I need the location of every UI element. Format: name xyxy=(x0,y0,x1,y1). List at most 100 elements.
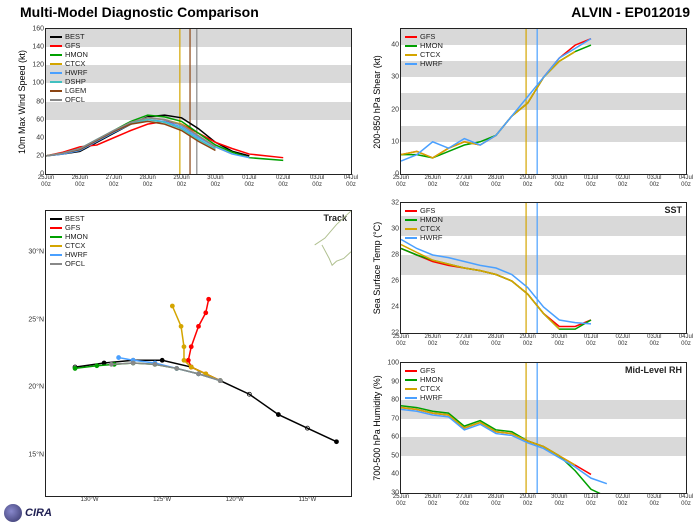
axis-x-tick: 03Jul00z xyxy=(647,334,661,347)
axis-x-tick: 27Jun00z xyxy=(456,494,472,507)
axis-y-tick: 25°N xyxy=(28,316,46,323)
axis-x-tick: 25Jun00z xyxy=(38,175,54,188)
axis-y-tick: 50 xyxy=(391,452,401,459)
panel-shear-ylabel: 200-850 hPa Shear (kt) xyxy=(372,55,382,149)
series-dshp xyxy=(46,120,215,156)
axis-x-tick: 25Jun00z xyxy=(393,334,409,347)
axis-y-tick: 15°N xyxy=(28,452,46,459)
legend: GFSHMONCTCXHWRF xyxy=(405,206,443,242)
axis-x-tick: 04Jul00z xyxy=(679,334,693,347)
axis-y-tick: 140 xyxy=(32,44,46,51)
series-ctcx xyxy=(46,118,232,156)
axis-x-tick: 30Jun00z xyxy=(551,494,567,507)
axis-x-tick: 28Jun00z xyxy=(488,175,504,188)
axis-x-tick: 125°W xyxy=(153,497,171,504)
panel-rh-title: Mid-Level RH xyxy=(625,365,682,375)
axis-x-tick: 29Jun00z xyxy=(519,494,535,507)
axis-y-tick: 40 xyxy=(36,134,46,141)
axis-y-tick: 100 xyxy=(387,360,401,367)
track-hwrf xyxy=(119,358,221,381)
axis-x-tick: 01Jul00z xyxy=(242,175,256,188)
axis-y-tick: 80 xyxy=(391,397,401,404)
series-lgem xyxy=(46,121,215,155)
axis-x-tick: 02Jul00z xyxy=(615,334,629,347)
axis-x-tick: 120°W xyxy=(226,497,244,504)
axis-x-tick: 01Jul00z xyxy=(584,494,598,507)
storm-id: ALVIN - EP012019 xyxy=(571,4,690,20)
axis-x-tick: 28Jun00z xyxy=(139,175,155,188)
axis-x-tick: 28Jun00z xyxy=(488,494,504,507)
axis-x-tick: 130°W xyxy=(81,497,99,504)
axis-y-tick: 80 xyxy=(36,98,46,105)
axis-y-tick: 20 xyxy=(391,106,401,113)
axis-x-tick: 02Jul00z xyxy=(276,175,290,188)
axis-y-tick: 70 xyxy=(391,415,401,422)
axis-x-tick: 01Jul00z xyxy=(584,175,598,188)
axis-x-tick: 30Jun00z xyxy=(551,175,567,188)
panel-shear: Deep-Layer Shear 200-850 hPa Shear (kt) … xyxy=(400,28,687,175)
axis-x-tick: 29Jun00z xyxy=(173,175,189,188)
axis-y-tick: 40 xyxy=(391,471,401,478)
axis-y-tick: 30 xyxy=(391,74,401,81)
axis-x-tick: 115°W xyxy=(299,497,317,504)
axis-x-tick: 28Jun00z xyxy=(488,334,504,347)
panel-sst: SST Sea Surface Temp (°C) 22242628303225… xyxy=(400,202,687,334)
panel-rh: Mid-Level RH 700-500 hPa Humidity (%) 30… xyxy=(400,362,687,494)
axis-y-tick: 20 xyxy=(36,152,46,159)
series-gfs xyxy=(46,121,283,157)
axis-y-tick: 30 xyxy=(391,226,401,233)
axis-x-tick: 04Jul00z xyxy=(679,175,693,188)
series-hwrf xyxy=(46,120,249,158)
axis-x-tick: 29Jun00z xyxy=(519,334,535,347)
panel-intensity: Intensity 10m Max Wind Speed (kt) 020406… xyxy=(45,28,352,175)
axis-y-tick: 30°N xyxy=(28,248,46,255)
axis-y-tick: 120 xyxy=(32,62,46,69)
series-best xyxy=(46,115,249,156)
axis-x-tick: 26Jun00z xyxy=(424,494,440,507)
axis-x-tick: 27Jun00z xyxy=(456,175,472,188)
panel-track-title: Track xyxy=(323,213,347,223)
track-gfs xyxy=(188,299,220,380)
axis-y-tick: 60 xyxy=(391,434,401,441)
axis-y-tick: 90 xyxy=(391,378,401,385)
panel-rh-ylabel: 700-500 hPa Humidity (%) xyxy=(372,375,382,481)
page-title: Multi-Model Diagnostic Comparison xyxy=(20,4,259,20)
axis-x-tick: 25Jun00z xyxy=(393,494,409,507)
track-hmon xyxy=(75,363,220,381)
axis-x-tick: 26Jun00z xyxy=(72,175,88,188)
axis-x-tick: 27Jun00z xyxy=(456,334,472,347)
axis-y-tick: 100 xyxy=(32,80,46,87)
series-hwrf xyxy=(401,239,591,324)
axis-x-tick: 02Jul00z xyxy=(615,494,629,507)
axis-x-tick: 26Jun00z xyxy=(424,334,440,347)
panel-sst-title: SST xyxy=(664,205,682,215)
axis-y-tick: 24 xyxy=(391,304,401,311)
axis-y-tick: 20°N xyxy=(28,384,46,391)
axis-x-tick: 03Jul00z xyxy=(647,175,661,188)
axis-y-tick: 32 xyxy=(391,200,401,207)
axis-y-tick: 60 xyxy=(36,116,46,123)
axis-x-tick: 01Jul00z xyxy=(584,334,598,347)
axis-x-tick: 25Jun00z xyxy=(393,175,409,188)
series-hmon xyxy=(46,115,283,160)
axis-y-tick: 40 xyxy=(391,42,401,49)
axis-y-tick: 160 xyxy=(32,26,46,33)
axis-x-tick: 29Jun00z xyxy=(519,175,535,188)
axis-y-tick: 28 xyxy=(391,252,401,259)
series-ofcl xyxy=(46,118,215,156)
axis-y-tick: 26 xyxy=(391,278,401,285)
axis-x-tick: 04Jul00z xyxy=(344,175,358,188)
track-ctcx xyxy=(172,306,220,381)
legend: BESTGFSHMONCTCXHWRFOFCL xyxy=(50,214,88,268)
axis-x-tick: 02Jul00z xyxy=(615,175,629,188)
axis-x-tick: 26Jun00z xyxy=(424,175,440,188)
axis-x-tick: 03Jul00z xyxy=(310,175,324,188)
track-ofcl xyxy=(111,363,220,381)
axis-y-tick: 10 xyxy=(391,138,401,145)
legend: GFSHMONCTCXHWRF xyxy=(405,32,443,68)
legend: GFSHMONCTCXHWRF xyxy=(405,366,443,490)
axis-x-tick: 03Jul00z xyxy=(647,494,661,507)
cira-logo-text: CIRA xyxy=(25,507,52,519)
axis-x-tick: 04Jul00z xyxy=(679,494,693,507)
panel-sst-ylabel: Sea Surface Temp (°C) xyxy=(372,222,382,314)
